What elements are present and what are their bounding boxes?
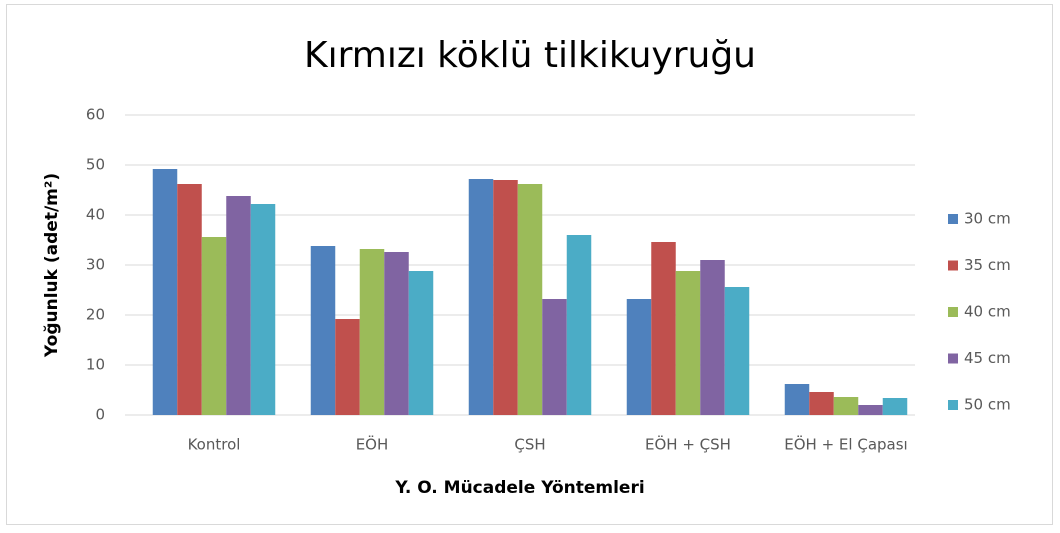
bar <box>858 405 883 415</box>
y-tick-label: 10 <box>86 356 105 374</box>
legend-swatch <box>948 400 958 410</box>
legend-label: 35 cm <box>964 256 1011 274</box>
bar <box>408 271 434 415</box>
bar <box>566 235 592 415</box>
x-tick-label: EÖH + ÇSH <box>645 435 731 454</box>
bar <box>201 237 227 415</box>
bar <box>384 252 409 415</box>
bar <box>359 249 385 415</box>
legend-swatch <box>948 307 958 317</box>
legend-swatch <box>948 214 958 224</box>
bar <box>882 398 908 415</box>
y-tick-label: 20 <box>86 306 105 324</box>
bar <box>809 392 834 415</box>
bar <box>784 384 810 415</box>
x-axis-label: Y. O. Mücadele Yöntemleri <box>394 478 644 498</box>
legend-label: 45 cm <box>964 349 1011 367</box>
legend-label: 40 cm <box>964 303 1011 321</box>
x-tick-label: EÖH <box>356 435 389 454</box>
bar <box>542 299 567 415</box>
bar <box>335 319 360 415</box>
bar <box>310 246 336 415</box>
bar <box>724 287 750 415</box>
legend-swatch <box>948 353 958 364</box>
y-tick-label: 30 <box>86 256 105 274</box>
bar <box>493 180 518 415</box>
bar <box>626 299 652 415</box>
chart-title: Kırmızı köklü tilkikuyruğu <box>304 35 756 76</box>
bar <box>152 169 178 415</box>
x-tick-label: Kontrol <box>188 436 241 454</box>
bar <box>700 260 725 415</box>
bar <box>651 242 676 415</box>
legend-label: 50 cm <box>964 396 1011 414</box>
legend-label: 30 cm <box>964 210 1011 228</box>
x-tick-label: EÖH + El Çapası <box>784 435 907 454</box>
bar <box>468 179 494 415</box>
bar <box>833 397 859 415</box>
bar <box>226 196 251 415</box>
x-tick-label: ÇSH <box>514 436 545 454</box>
y-tick-label: 50 <box>86 156 105 174</box>
bar <box>250 204 276 415</box>
y-tick-label: 40 <box>86 206 105 224</box>
legend-swatch <box>948 260 958 271</box>
y-axis-label: Yoğunluk (adet/m²) <box>42 173 62 358</box>
bar <box>177 184 202 415</box>
y-tick-label: 60 <box>86 106 105 124</box>
y-tick-label: 0 <box>95 406 105 424</box>
bar <box>517 184 543 415</box>
bar <box>675 271 701 415</box>
